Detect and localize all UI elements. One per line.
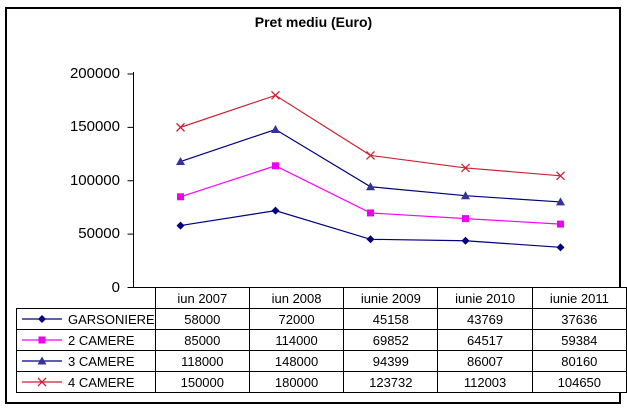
table-header-cell: iunie 2011 [531, 287, 627, 309]
series-marker-icon [271, 206, 280, 215]
table-cell: 114000 [248, 329, 345, 351]
legend-item: 2 CAMERE [16, 329, 156, 351]
series-marker-icon [176, 122, 185, 132]
table-cell: 37636 [531, 308, 627, 330]
y-axis-tick-label: 100000 [69, 171, 120, 189]
series-marker-icon [556, 243, 565, 252]
series-marker-icon [461, 191, 470, 200]
legend-item: 4 CAMERE [16, 371, 156, 393]
series-marker-icon [38, 315, 46, 323]
legend-label: 2 CAMERE [68, 332, 135, 348]
y-axis-tick-label: 50000 [78, 225, 120, 243]
series-marker-icon [366, 150, 375, 160]
series-marker-icon [37, 356, 47, 365]
series-marker-icon [271, 90, 280, 100]
y-axis-tick-label: 150000 [69, 118, 120, 136]
table-cell: 72000 [248, 308, 345, 330]
series-marker-icon [38, 336, 46, 344]
legend-label: 4 CAMERE [68, 374, 135, 390]
table-header-cell: iun 2008 [248, 287, 345, 309]
series-marker-icon [462, 215, 469, 223]
table-cell: 104650 [531, 371, 627, 393]
data-table: iun 2007 iun 2008 iunie 2009 iunie 2010 iuni… [16, 287, 627, 393]
series-marker-icon [177, 193, 184, 201]
table-row: 3 CAMERE 118000 148000 94399 86007 80160 [16, 350, 627, 372]
chart-title: Pret mediu (Euro) [254, 14, 373, 30]
table-cell: 58000 [154, 308, 250, 330]
table-cell: 112003 [437, 371, 533, 393]
series-marker-icon [37, 377, 47, 387]
table-cell: 94399 [343, 350, 439, 372]
table-header-row: iun 2007 iun 2008 iunie 2009 iunie 2010 iuni… [17, 287, 627, 309]
series-marker-icon [271, 125, 280, 134]
legend-key-icon [22, 377, 62, 387]
table-cell: 123732 [343, 371, 439, 393]
table-cell: 150000 [154, 371, 250, 393]
series-line [180, 128, 561, 203]
table-header-cell: iun 2007 [154, 287, 250, 309]
table-cell: 80160 [531, 350, 627, 372]
table-cell: 64517 [437, 329, 533, 351]
table-corner-cell [17, 288, 156, 309]
legend-label: 3 CAMERE [68, 353, 135, 369]
series-line [180, 94, 561, 177]
table-row: 2 CAMERE 85000 114000 69852 64517 59384 [16, 329, 627, 351]
series-marker-icon [366, 182, 375, 191]
series-marker-icon [557, 220, 564, 228]
table-cell: 86007 [437, 350, 533, 372]
series-marker-icon [461, 236, 470, 245]
table-header-cell: iunie 2010 [437, 287, 533, 309]
legend-key-icon [22, 336, 62, 344]
y-axis-tick-label: 200000 [69, 65, 120, 82]
series-marker-icon [367, 209, 374, 217]
series-marker-icon [176, 157, 185, 166]
series-marker-icon [556, 171, 565, 181]
table-cell: 180000 [248, 371, 345, 393]
series-marker-icon [461, 163, 470, 173]
table-row: 4 CAMERE 150000 180000 123732 112003 104650 [16, 371, 627, 393]
table-cell: 69852 [343, 329, 439, 351]
table-row: GARSONIERE 58000 72000 45158 43769 37636 [16, 308, 627, 330]
legend-item: GARSONIERE [16, 308, 156, 330]
series-marker-icon [272, 162, 279, 170]
legend-item: 3 CAMERE [16, 350, 156, 372]
table-cell: 59384 [531, 329, 627, 351]
table-cell: 85000 [154, 329, 250, 351]
legend-key-icon [22, 356, 62, 365]
table-cell: 118000 [154, 350, 250, 372]
table-cell: 148000 [248, 350, 345, 372]
series-marker-icon [366, 235, 375, 244]
figure-border [5, 7, 621, 404]
series-marker-icon [556, 197, 565, 206]
y-axis-tick-label: 0 [111, 278, 120, 296]
table-cell: 43769 [437, 308, 533, 330]
table-header-cell: iunie 2009 [343, 287, 439, 309]
table-cell: 45158 [343, 308, 439, 330]
series-marker-icon [176, 221, 185, 230]
legend-key-icon [22, 315, 62, 323]
legend-label: GARSONIERE [68, 311, 155, 327]
